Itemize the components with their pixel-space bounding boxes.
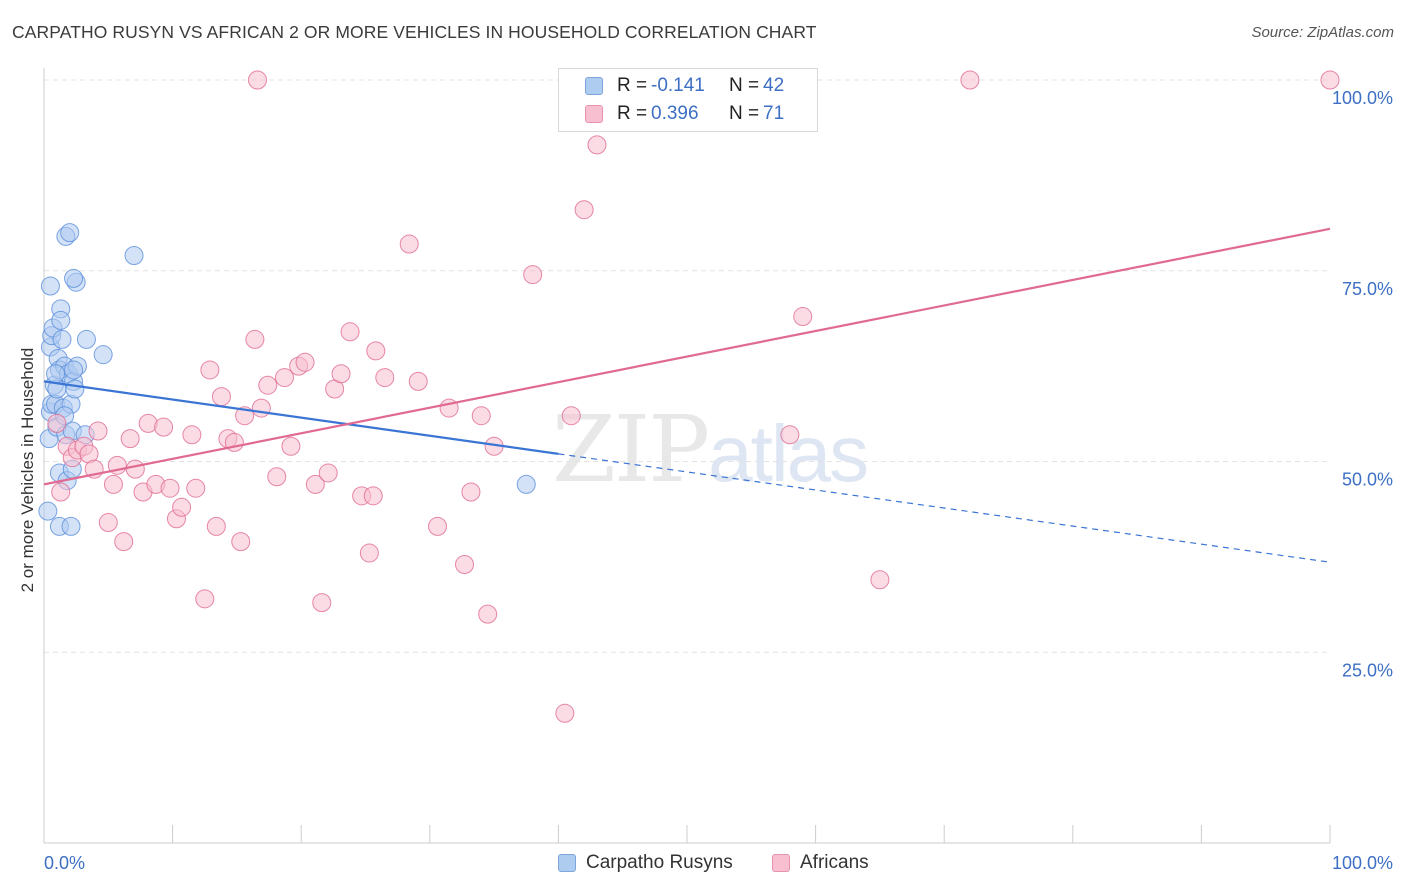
stats-legend-row-rusyns: R = -0.141 N = 42	[585, 74, 784, 98]
african-point	[366, 341, 386, 361]
rusyns-n-value: 42	[763, 75, 785, 96]
africans-r-value: 0.396	[651, 103, 699, 124]
african-point	[399, 234, 419, 254]
african-point	[408, 371, 428, 391]
african-point	[455, 555, 475, 575]
african-point	[267, 467, 287, 487]
african-point	[274, 368, 294, 388]
n-label: N =	[729, 103, 760, 124]
africans-legend-swatch	[772, 854, 790, 872]
rusyn-point	[38, 501, 58, 521]
rusyn-trendline-extrapolated	[558, 453, 1331, 563]
rusyn-point	[64, 360, 84, 380]
african-point	[98, 513, 118, 533]
rusyn-point	[76, 329, 96, 349]
african-point	[247, 70, 267, 90]
african-point	[211, 387, 231, 407]
african-trendline	[43, 227, 1331, 486]
rusyn-point	[61, 516, 81, 536]
african-point	[312, 593, 332, 613]
x-tick-label: 0.0%	[44, 853, 85, 873]
african-point	[587, 135, 607, 155]
africans-swatch	[585, 105, 603, 123]
stats-legend: R = -0.141 N = 42 R = 0.396 N = 71	[558, 68, 818, 132]
african-point	[523, 265, 543, 285]
african-point	[461, 482, 481, 502]
watermark: ZIPatlas	[552, 396, 869, 503]
african-point	[359, 543, 379, 563]
african-point	[120, 429, 140, 449]
african-point	[182, 425, 202, 445]
african-point	[478, 604, 498, 624]
african-point	[258, 375, 278, 395]
african-point	[574, 200, 594, 220]
african-point	[281, 436, 301, 456]
legend-item-africans[interactable]: Africans	[772, 852, 869, 874]
africans-n-value: 71	[763, 103, 785, 124]
rusyn-point	[65, 379, 85, 399]
rusyn-point	[93, 345, 113, 365]
rusyn-point	[64, 268, 84, 288]
y-tick-label: 100.0%	[1332, 88, 1393, 108]
african-point	[960, 70, 980, 90]
africans-legend-label: Africans	[800, 852, 869, 873]
african-point	[51, 482, 71, 502]
rusyn-point	[51, 310, 71, 330]
african-point	[114, 532, 134, 552]
rusyn-point	[46, 364, 66, 384]
x-tick-label: 100.0%	[1332, 853, 1393, 873]
african-point	[172, 497, 192, 517]
y-tick-label: 25.0%	[1342, 660, 1393, 680]
stats-legend-row-africans: R = 0.396 N = 71	[585, 102, 784, 126]
african-point	[251, 398, 271, 418]
african-point	[428, 516, 448, 536]
rusyn-point	[60, 223, 80, 243]
african-point	[555, 703, 575, 723]
african-point	[318, 463, 338, 483]
rusyns-r-value: -0.141	[651, 75, 705, 96]
african-point	[125, 459, 145, 479]
rusyns-swatch	[585, 77, 603, 95]
african-point	[206, 516, 226, 536]
rusyn-point	[516, 474, 536, 494]
rusyns-legend-swatch	[558, 854, 576, 872]
african-point	[471, 406, 491, 426]
african-point	[103, 474, 123, 494]
rusyns-legend-label: Carpatho Rusyns	[586, 852, 733, 873]
african-point	[88, 421, 108, 441]
y-tick-label: 75.0%	[1342, 279, 1393, 299]
african-point	[305, 474, 325, 494]
source-credit: Source: ZipAtlas.com	[1251, 24, 1394, 41]
african-point	[331, 364, 351, 384]
african-point	[870, 570, 890, 590]
african-point	[245, 329, 265, 349]
african-point	[793, 307, 813, 327]
legend-item-rusyns[interactable]: Carpatho Rusyns	[558, 852, 733, 874]
african-point	[561, 406, 581, 426]
r-label: R =	[617, 103, 648, 124]
african-point	[1320, 70, 1340, 90]
african-point	[375, 368, 395, 388]
african-point	[231, 532, 251, 552]
y-tick-label: 50.0%	[1342, 470, 1393, 490]
rusyn-point	[52, 329, 72, 349]
african-point	[154, 417, 174, 437]
african-point	[363, 486, 383, 506]
african-point	[160, 478, 180, 498]
african-point	[780, 425, 800, 445]
r-label: R =	[617, 75, 648, 96]
chart-title: CARPATHO RUSYN VS AFRICAN 2 OR MORE VEHI…	[12, 22, 817, 42]
african-point	[186, 478, 206, 498]
african-point	[340, 322, 360, 342]
n-label: N =	[729, 75, 760, 96]
rusyn-point	[40, 276, 60, 296]
african-point	[200, 360, 220, 380]
rusyn-trendline	[43, 380, 559, 455]
african-point	[47, 413, 67, 433]
watermark-atlas: atlas	[708, 409, 869, 498]
african-point	[295, 352, 315, 372]
african-point	[195, 589, 215, 609]
rusyn-point	[124, 245, 144, 265]
